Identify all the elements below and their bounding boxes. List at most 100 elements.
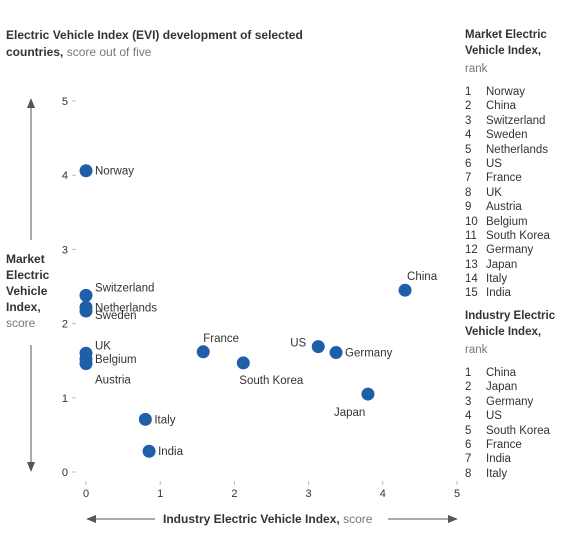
market-rank-item-rank: 11 <box>465 229 477 242</box>
data-point-india <box>142 444 156 458</box>
x-tick-label: 0 <box>83 488 89 500</box>
market-rank-item-country: Sweden <box>486 129 528 142</box>
industry-rank-item-rank: 4 <box>465 410 472 423</box>
y-axis-label: Market Electric Vehicle Index, score <box>6 251 66 331</box>
industry-rank-item-rank: 5 <box>465 424 472 437</box>
market-rank-item-rank: 13 <box>465 258 478 271</box>
x-tick-label: 3 <box>306 488 312 500</box>
industry-rank-list: 1 China 2 Japan 3 Germany 4 US 5 South Korea 6 Fran… <box>465 366 573 481</box>
market-rank-item: 10 Belgium <box>465 215 573 229</box>
market-rank-item-country: Switzerland <box>486 114 546 127</box>
x-axis-label-sub: score <box>343 512 373 526</box>
y-tick-label: 2 <box>62 319 68 331</box>
market-rank-panel: Market Electric Vehicle Index, rank 1 Nor… <box>465 27 573 301</box>
industry-rank-item: 5 South Korea <box>465 424 573 438</box>
market-rank-item-country: Japan <box>486 258 518 271</box>
market-rank-item: 7 France <box>465 171 573 185</box>
data-point-switzerland <box>79 288 93 302</box>
data-label: South Korea <box>239 375 304 387</box>
market-rank-item-country: Austria <box>486 201 522 214</box>
market-rank-item-country: France <box>486 172 522 185</box>
industry-rank-item-rank: 7 <box>465 453 472 466</box>
market-rank-item: 9 Austria <box>465 200 573 214</box>
data-point-germany <box>329 346 343 360</box>
x-tick-label: 1 <box>157 488 163 500</box>
market-rank-item-rank: 14 <box>465 273 478 286</box>
chart-title-sub: score out of five <box>63 45 152 59</box>
x-axis-label-main: Industry Electric Vehicle Index, <box>163 512 340 526</box>
market-rank-item-country: South Korea <box>486 229 550 242</box>
market-rank-item-rank: 7 <box>465 172 472 185</box>
industry-rank-title: Industry Electric Vehicle Index, <box>465 310 556 338</box>
market-rank-list: 1 Norway 2 China 3 Switzerland 4 Sweden 5 Netherl… <box>465 85 573 301</box>
industry-rank-item-country: China <box>486 367 517 379</box>
market-rank-title: Market Electric Vehicle Index, <box>465 29 547 57</box>
market-rank-item-country: Norway <box>486 86 525 98</box>
market-rank-item-country: India <box>486 287 511 300</box>
industry-rank-panel: Industry Electric Vehicle Index, rank 1 C… <box>465 308 573 481</box>
industry-rank-item-country: Germany <box>486 395 534 408</box>
market-rank-item: 8 UK <box>465 186 573 200</box>
market-rank-item-rank: 1 <box>465 86 472 98</box>
market-rank-item: 2 China <box>465 99 573 113</box>
industry-rank-subtitle: rank <box>465 344 488 356</box>
data-label: Italy <box>154 414 175 426</box>
y-tick-label: 5 <box>62 96 68 108</box>
data-point-norway <box>79 164 93 178</box>
market-rank-item-rank: 8 <box>465 186 472 199</box>
industry-rank-item: 7 India <box>465 452 573 466</box>
market-rank-item-country: Germany <box>486 244 534 257</box>
market-rank-item-rank: 15 <box>465 287 478 300</box>
data-label: India <box>158 446 184 458</box>
industry-rank-item-rank: 2 <box>465 381 472 394</box>
y-axis-arrow-up-icon <box>27 98 35 108</box>
industry-rank-item-country: US <box>486 410 502 423</box>
market-rank-item: 3 Switzerland <box>465 114 573 128</box>
industry-rank-item: 8 Italy <box>465 467 573 481</box>
y-tick-label: 0 <box>62 467 68 479</box>
market-rank-item-country: US <box>486 157 502 170</box>
data-label: France <box>203 333 239 345</box>
market-rank-item: 1 Norway <box>465 85 573 99</box>
y-axis-label-main: Market Electric Vehicle Index, <box>6 252 50 314</box>
market-rank-item: 12 Germany <box>465 243 573 257</box>
market-rank-item: 15 India <box>465 286 573 300</box>
industry-rank-item-country: India <box>486 453 511 466</box>
industry-rank-item-country: Italy <box>486 467 508 480</box>
market-rank-item: 14 Italy <box>465 272 573 286</box>
data-point-sweden <box>79 304 93 318</box>
x-tick-label: 4 <box>380 488 386 500</box>
industry-rank-item: 1 China <box>465 366 573 380</box>
data-label: Austria <box>95 375 131 387</box>
data-label: Germany <box>345 348 393 360</box>
data-label: Netherlands <box>95 302 157 314</box>
market-rank-item: 11 South Korea <box>465 229 573 243</box>
industry-rank-item: 3 Germany <box>465 395 573 409</box>
market-rank-item: 13 Japan <box>465 258 573 272</box>
chart-title: Electric Vehicle Index (EVI) development… <box>6 27 306 61</box>
industry-rank-item-country: South Korea <box>486 424 550 437</box>
market-rank-item-rank: 3 <box>465 114 472 127</box>
market-rank-item-country: China <box>486 100 517 113</box>
data-point-china <box>398 283 412 297</box>
y-tick-label: 1 <box>62 393 68 405</box>
data-label: Japan <box>334 407 365 419</box>
market-rank-item-rank: 5 <box>465 143 472 156</box>
market-rank-subtitle: rank <box>465 63 488 75</box>
market-rank-item-country: Italy <box>486 273 508 286</box>
data-label: US <box>290 338 306 350</box>
chart-title-main: Electric Vehicle Index (EVI) development… <box>6 28 303 59</box>
industry-rank-item-rank: 8 <box>465 467 472 480</box>
market-rank-item-rank: 9 <box>465 201 472 214</box>
x-tick-label: 2 <box>231 488 237 500</box>
market-rank-item-rank: 10 <box>465 215 478 228</box>
market-rank-item-country: Netherlands <box>486 143 549 156</box>
industry-rank-item-country: France <box>486 438 522 451</box>
data-point-south-korea <box>236 356 250 370</box>
y-tick-label: 3 <box>62 244 68 256</box>
market-rank-item: 4 Sweden <box>465 128 573 142</box>
x-axis-label: Industry Electric Vehicle Index, score <box>163 512 372 526</box>
y-axis-arrow-down-icon <box>27 462 35 472</box>
data-point-us <box>311 340 325 354</box>
